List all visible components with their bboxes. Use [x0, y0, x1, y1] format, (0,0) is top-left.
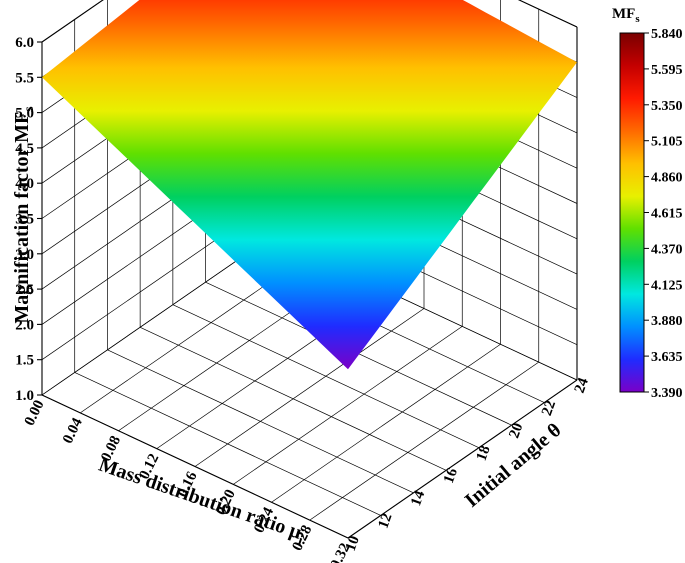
colorbar-tick-label: 3.880: [651, 314, 683, 329]
z-tick-label: 1.0: [15, 388, 34, 404]
floor-gridline: [233, 326, 463, 485]
floor-gridline: [107, 349, 414, 494]
colorbar-tick-label: 4.125: [651, 278, 683, 293]
z-tick-label: 3.0: [15, 247, 34, 263]
colorbar-tick-label: 3.635: [651, 350, 683, 365]
colorbar-ticks: 5.840 5.595 5.350 5.105 4.860 4.615 4.370 4.125…: [644, 27, 683, 401]
colorbar-tick-label: 4.615: [651, 207, 683, 222]
surface-mesh: [42, 0, 577, 370]
colorbar-tick-label: 4.370: [651, 242, 683, 257]
z-tick-label: 1.5: [15, 353, 34, 369]
y-tick-label: 18: [474, 444, 494, 464]
z-tick-label: 5.0: [15, 106, 34, 122]
colorbar-tick-label: 4.860: [651, 171, 683, 186]
z-tick-label: 3.5: [15, 212, 34, 228]
z-axis-title: Magnification factor MFs: [11, 106, 37, 324]
floor-gridline: [271, 343, 501, 503]
floor-gridline: [194, 308, 425, 467]
x-tick-label: 0.04: [60, 415, 86, 446]
colorbar: MFs 5.840 5.595 5.350 5.105 4.860 4.615 4.370 4…: [612, 6, 683, 401]
colorbar-tick-label: 5.105: [651, 135, 683, 150]
floor-gridline: [172, 304, 480, 449]
y-tick-label: 14: [408, 488, 428, 508]
frame-edge: [41, 394, 349, 539]
y-tick-label: 16: [441, 466, 461, 486]
x-axis-title: Mass distribution ratio μi: [95, 454, 309, 549]
z-tick-label: 2.0: [15, 317, 34, 333]
colorbar-tick-label: 5.350: [651, 99, 683, 114]
z-tick-label: 4.5: [15, 141, 34, 157]
floor-gridline: [139, 326, 447, 471]
y-axis-ticks: 10 12 14 16 18 20 22 24: [343, 375, 592, 553]
colorbar-tick-label: 5.595: [651, 63, 683, 78]
colorbar-tick-label: 5.840: [651, 27, 683, 42]
z-tick-label: 4.0: [15, 176, 34, 192]
z-tick-label: 6.0: [15, 35, 34, 51]
frame-edge: [517, 0, 578, 28]
z-axis-ticks: 1.0 1.5 2.0 2.5 3.0 3.5 4.0 4.5 5.0 5.5 6.0: [15, 35, 42, 404]
wall-gridline: [41, 236, 272, 396]
floor-gridline: [74, 372, 381, 516]
floor-gridline: [309, 361, 539, 521]
colorbar-tick-label: 3.390: [651, 386, 683, 401]
y-tick-label: 24: [572, 375, 592, 395]
frame-edge: [347, 379, 578, 539]
y-tick-label: 12: [375, 511, 395, 531]
y-tick-label: 22: [539, 398, 559, 418]
frame-edge: [41, 0, 104, 43]
y-tick-label: 20: [506, 421, 526, 441]
colorbar-title: MFs: [612, 6, 640, 25]
z-tick-label: 2.5: [15, 282, 34, 298]
z-tick-label: 5.5: [15, 70, 34, 86]
y-tick-label: 10: [343, 534, 363, 554]
colorbar-scale: [619, 32, 645, 393]
